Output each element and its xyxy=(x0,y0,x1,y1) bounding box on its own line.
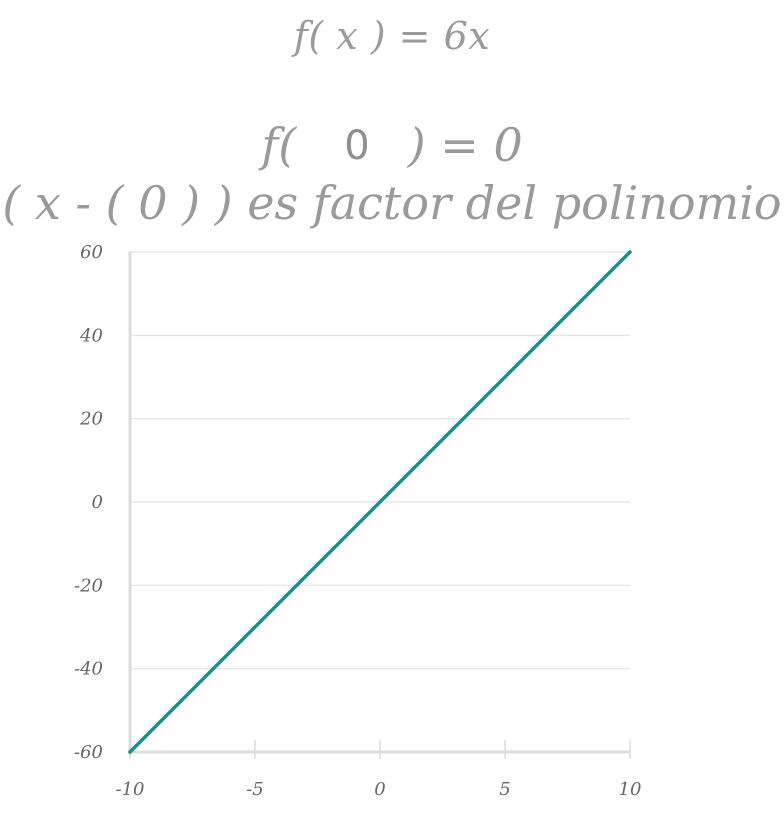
y-tick-label: 60 xyxy=(80,242,103,263)
grid-lines xyxy=(130,251,630,670)
y-tick-label: 20 xyxy=(79,409,103,430)
x-tick-label: 5 xyxy=(499,779,510,800)
evaluation-prefix: f( xyxy=(261,118,297,172)
series-line xyxy=(128,250,632,754)
y-tick-label: 0 xyxy=(92,492,103,513)
x-tick-label: 10 xyxy=(619,779,642,800)
y-tick-label: -40 xyxy=(74,659,103,680)
evaluation-line: f( 0 ) = 0 xyxy=(0,118,784,172)
x-tick-label: 0 xyxy=(374,779,385,800)
y-tick-label: -20 xyxy=(74,575,103,596)
x-tick-labels: -10 -5 0 5 10 xyxy=(116,779,642,800)
y-tick-label: -60 xyxy=(74,742,103,763)
x-tick-label: -5 xyxy=(246,779,264,800)
series-layer xyxy=(128,250,632,754)
axes xyxy=(128,252,631,759)
y-tick-labels: 60 40 20 0 -20 -40 -60 xyxy=(74,242,103,763)
function-title: f( x ) = 6x xyxy=(293,14,491,58)
evaluation-input-value: 0 xyxy=(344,123,370,169)
y-tick-label: 40 xyxy=(79,325,103,346)
x-tick-label: -10 xyxy=(116,779,145,800)
evaluation-result: ) = 0 xyxy=(407,118,523,172)
factor-statement: ( x - ( 0 ) ) es factor del polinomio xyxy=(2,176,782,230)
